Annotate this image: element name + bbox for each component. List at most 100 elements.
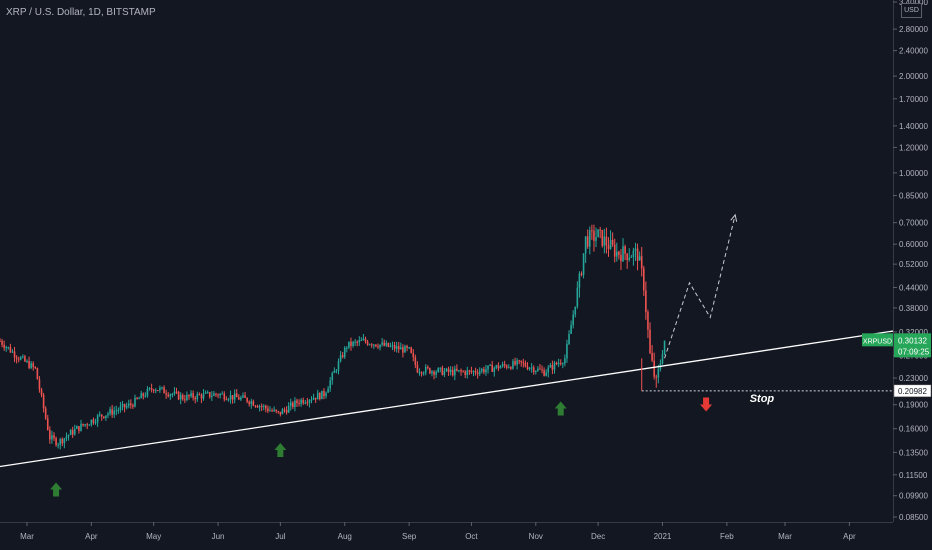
candle-body: [73, 428, 76, 435]
candle-body: [626, 253, 628, 260]
candle-body: [541, 369, 543, 371]
candle-body: [325, 392, 327, 397]
candle-body: [184, 399, 186, 401]
candle-body: [329, 380, 332, 389]
candle-body: [489, 364, 491, 366]
candle-body: [3, 344, 5, 348]
candle-body: [375, 344, 377, 347]
candle-body: [605, 236, 608, 246]
candle-body: [574, 306, 577, 315]
x-tick-label: Oct: [465, 532, 478, 541]
candle-body: [478, 371, 481, 375]
candle-body: [319, 392, 321, 400]
candle-body: [570, 325, 572, 334]
candle-body: [107, 413, 109, 416]
candle-body: [7, 347, 10, 349]
current-price-label: 0.30132: [898, 336, 927, 345]
candle-body: [78, 426, 80, 431]
candle-body: [17, 358, 20, 360]
candle-body: [661, 354, 664, 364]
candle-body: [9, 347, 12, 353]
candle-body: [173, 391, 176, 394]
candle-body: [262, 405, 265, 407]
candle-body: [200, 395, 203, 399]
candle-body: [333, 370, 336, 374]
candle-body: [640, 256, 643, 269]
candle-body: [26, 361, 28, 363]
candle-body: [657, 368, 660, 378]
candle-body: [441, 367, 444, 375]
candle-body: [130, 403, 132, 406]
candle-body: [613, 244, 616, 257]
candle-body: [252, 401, 255, 406]
candle-body: [522, 362, 525, 364]
x-tick-label: Feb: [720, 532, 734, 541]
candle-body: [503, 364, 506, 366]
candle-body: [165, 393, 167, 395]
candle-body: [285, 410, 288, 413]
x-tick-label: Apr: [85, 532, 98, 541]
y-tick-label: 0.38000: [899, 304, 928, 313]
candle-body: [389, 345, 392, 347]
candle-body: [537, 368, 539, 371]
candle-body: [339, 355, 342, 362]
stop-badge-bg: [893, 384, 932, 398]
candle-body: [449, 370, 452, 373]
candle-body: [524, 362, 527, 367]
candle-body: [134, 397, 136, 407]
candle-body: [393, 345, 396, 349]
candle-body: [553, 362, 556, 370]
candle-body: [117, 409, 120, 411]
candle-body: [458, 370, 460, 372]
candle-body: [362, 338, 365, 341]
candle-body: [418, 372, 421, 374]
candle-body: [281, 409, 284, 415]
candle-body: [127, 403, 130, 406]
candle-body: [663, 340, 666, 355]
candle-body: [387, 342, 390, 347]
candle-body: [250, 401, 253, 405]
candle-body: [568, 333, 570, 344]
candle-body: [343, 347, 346, 358]
candle-body: [42, 395, 45, 409]
candle-body: [28, 361, 30, 369]
candle-body: [213, 393, 215, 396]
candle-body: [549, 365, 552, 368]
candle-body: [468, 370, 471, 372]
candle-body: [316, 392, 319, 400]
candle-body: [53, 435, 55, 439]
candle-body: [194, 397, 197, 400]
candle-body: [410, 347, 412, 353]
candle-body: [431, 371, 433, 374]
candle-body: [304, 402, 307, 404]
candle-body: [113, 410, 116, 415]
candle-body: [456, 368, 458, 371]
candle-body: [395, 346, 398, 349]
candle-body: [397, 346, 400, 350]
candle-body: [92, 419, 95, 423]
candle-body: [595, 237, 597, 241]
candle-body: [96, 415, 99, 423]
candle-body: [115, 410, 118, 412]
candle-body: [497, 365, 500, 369]
candle-body: [518, 360, 520, 362]
candle-body: [179, 395, 182, 400]
candle-body: [248, 401, 251, 405]
candle-body: [211, 395, 213, 397]
candle-body: [265, 405, 267, 409]
candle-body: [348, 341, 350, 348]
candle-body: [572, 314, 574, 326]
candle-body: [196, 394, 199, 400]
candle-body: [94, 422, 97, 424]
candle-body: [462, 371, 464, 373]
currency-badge[interactable]: USD: [901, 3, 922, 18]
candle-body: [647, 312, 649, 330]
y-tick-label: 1.00000: [899, 169, 928, 178]
candle-body: [526, 366, 529, 370]
candle-body: [67, 435, 70, 437]
candle-body: [63, 438, 66, 444]
candle-body: [601, 229, 604, 246]
candle-body: [76, 426, 78, 429]
